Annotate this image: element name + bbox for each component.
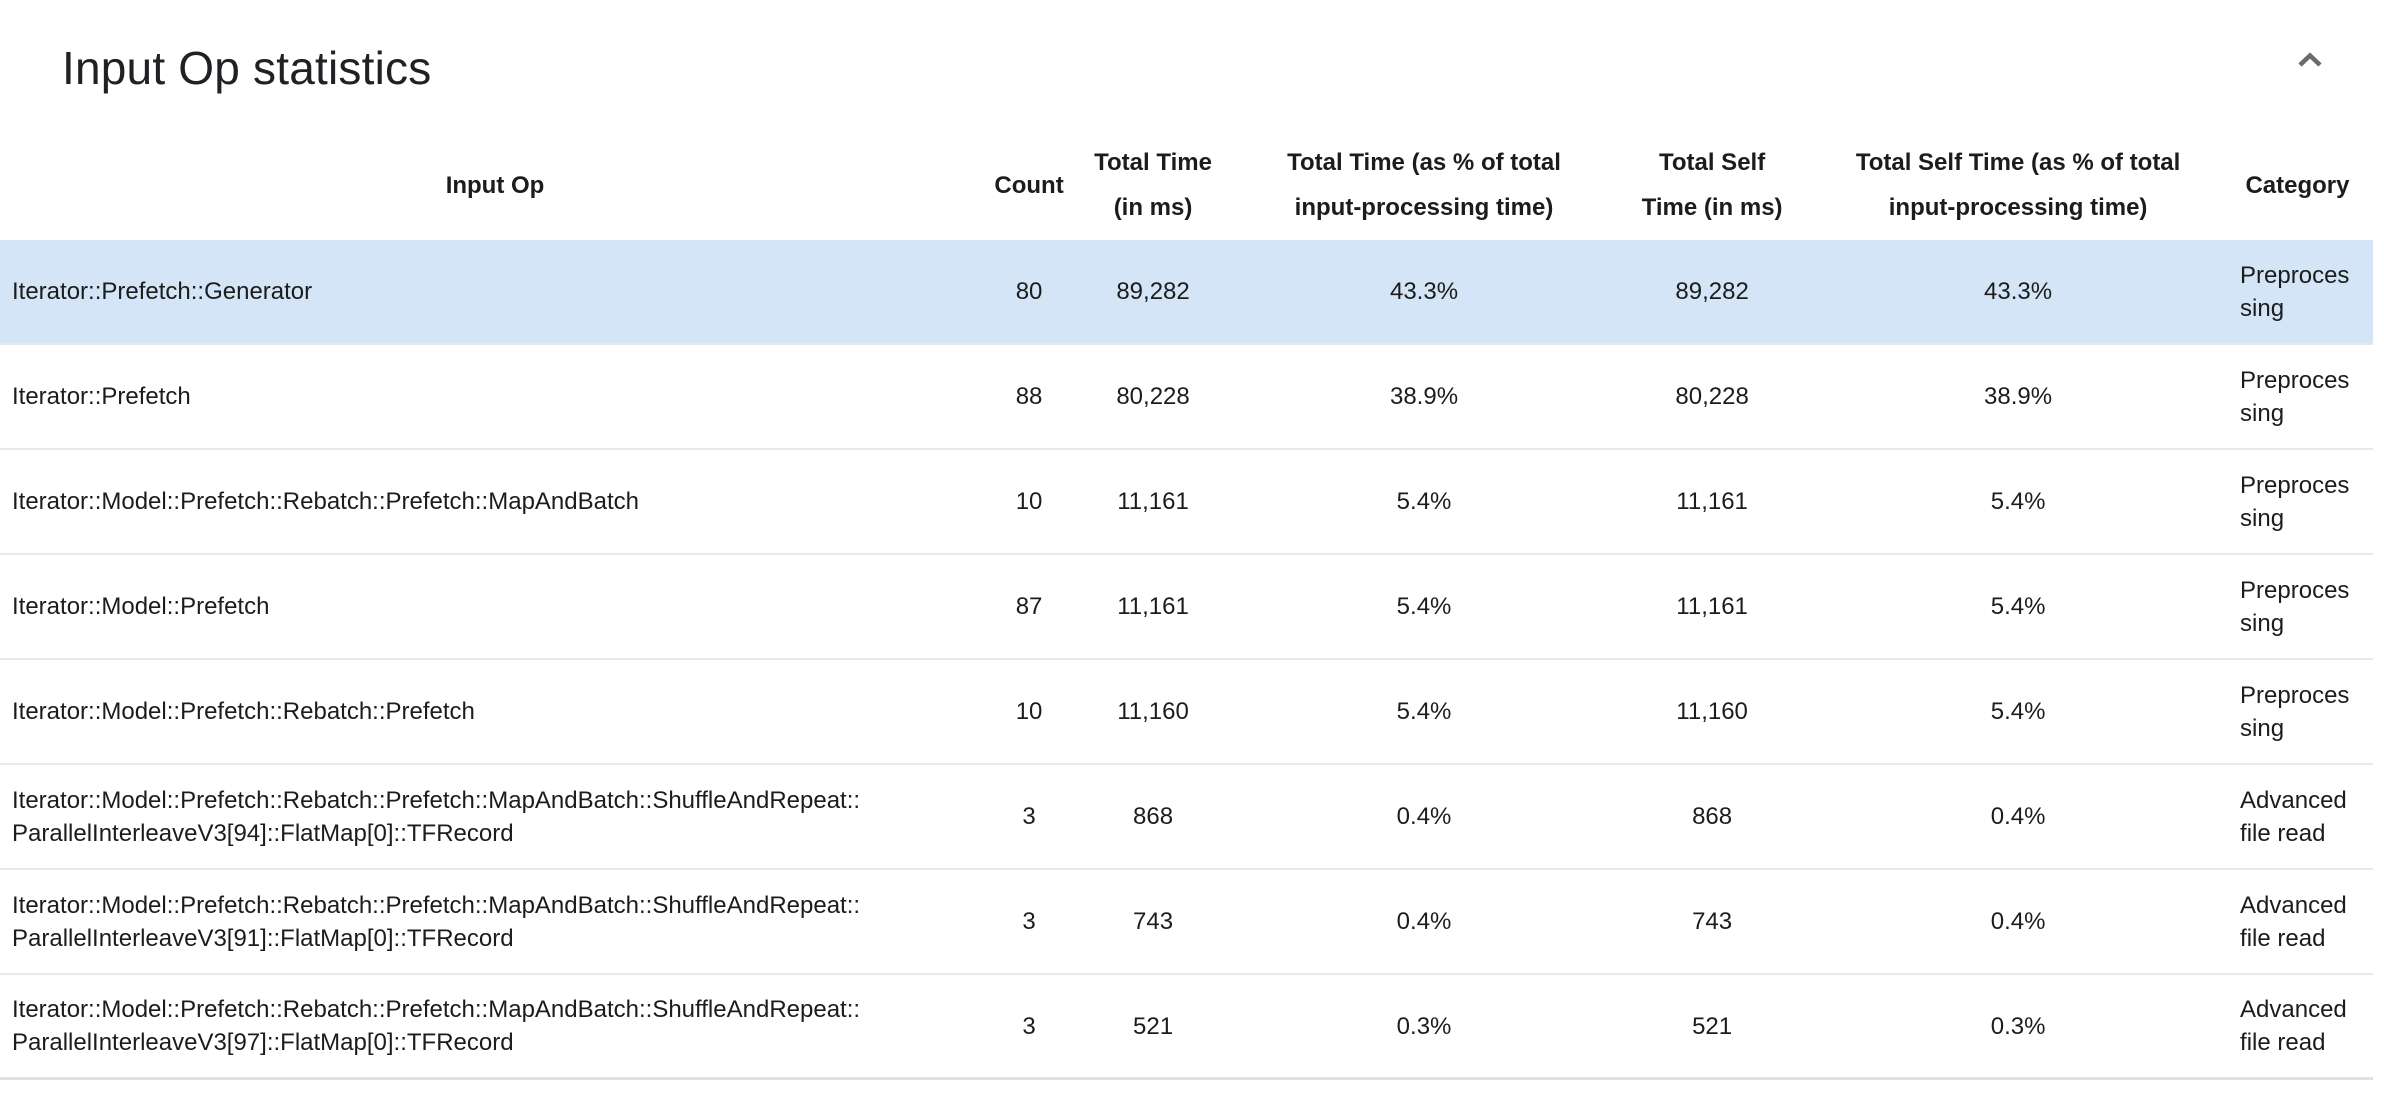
cell-total-time-pct: 43.3% bbox=[1389, 278, 1459, 305]
table-row[interactable]: Iterator::Model::Prefetch::Rebatch::Pref… bbox=[0, 870, 2373, 975]
table-row[interactable]: Iterator::Prefetch::Generator 80 89,282 43.… bbox=[0, 240, 2373, 345]
table-body: Iterator::Prefetch::Generator 80 89,282 43.… bbox=[0, 240, 2373, 1080]
cell-total-time: 868 bbox=[1133, 803, 1174, 830]
cell-total-time: 89,282 bbox=[1116, 278, 1190, 305]
cell-input-op: Iterator::Model::Prefetch bbox=[12, 593, 270, 620]
cell-input-op: Iterator::Model::Prefetch::Rebatch::Pref… bbox=[12, 786, 861, 847]
table-row[interactable]: Iterator::Model::Prefetch 87 11,161 5.4% 11,… bbox=[0, 555, 2373, 660]
cell-total-self-time: 11,160 bbox=[1676, 698, 1748, 725]
column-header-total-time[interactable]: Total Time (in ms) bbox=[1094, 149, 1212, 221]
cell-category: Preprocessing bbox=[2240, 471, 2350, 532]
cell-input-op: Iterator::Model::Prefetch::Rebatch::Pref… bbox=[12, 891, 861, 952]
cell-input-op: Iterator::Prefetch::Generator bbox=[12, 278, 313, 305]
cell-total-self-time-pct: 0.4% bbox=[1990, 803, 2046, 830]
chevron-up-icon bbox=[2297, 52, 2323, 71]
cell-total-time-pct: 0.3% bbox=[1396, 1012, 1452, 1040]
table-row[interactable]: Iterator::Model::Prefetch::Rebatch::Pref… bbox=[0, 765, 2373, 870]
column-header-category[interactable]: Category bbox=[2245, 171, 2350, 199]
cell-total-self-time-pct: 0.3% bbox=[1990, 1012, 2046, 1040]
cell-category: Preprocessing bbox=[2240, 576, 2350, 637]
cell-total-self-time-pct: 43.3% bbox=[1984, 278, 2053, 305]
cell-total-self-time: 521 bbox=[1692, 1012, 1733, 1040]
cell-total-self-time-pct: 5.4% bbox=[1990, 698, 2046, 725]
cell-total-self-time-pct: 0.4% bbox=[1990, 908, 2046, 935]
cell-category: Advanced file read bbox=[2240, 786, 2347, 847]
cell-category: Advanced file read bbox=[2240, 891, 2347, 952]
cell-total-self-time-pct: 5.4% bbox=[1990, 488, 2046, 515]
column-header-count[interactable]: Count bbox=[994, 171, 1064, 199]
cell-total-time: 11,160 bbox=[1117, 698, 1189, 725]
cell-total-time: 743 bbox=[1133, 908, 1174, 935]
cell-total-self-time: 11,161 bbox=[1676, 593, 1748, 620]
cell-count: 3 bbox=[1022, 1012, 1036, 1040]
cell-total-time-pct: 5.4% bbox=[1396, 488, 1452, 515]
cell-total-time: 11,161 bbox=[1117, 593, 1189, 620]
cell-count: 10 bbox=[1015, 698, 1043, 725]
column-header-total-self-time-pct[interactable]: Total Self Time (as % of total input-pro… bbox=[1855, 149, 2181, 221]
cell-count: 10 bbox=[1015, 488, 1043, 515]
table-row[interactable]: Iterator::Prefetch 88 80,228 38.9% 80,228 38.… bbox=[0, 345, 2373, 450]
cell-total-self-time-pct: 5.4% bbox=[1990, 593, 2046, 620]
cell-count: 3 bbox=[1022, 803, 1036, 830]
cell-category: Advanced file read bbox=[2240, 996, 2347, 1056]
column-header-total-self-time[interactable]: Total Self Time (in ms) bbox=[1641, 149, 1783, 221]
collapse-button[interactable] bbox=[2297, 52, 2323, 68]
table-row[interactable]: Iterator::Model::Prefetch::Rebatch::Pref… bbox=[0, 450, 2373, 555]
table-header-row: Input Op Count Total Time (in ms) Total … bbox=[0, 130, 2373, 240]
cell-count: 88 bbox=[1015, 383, 1043, 410]
card-header: Input Op statistics bbox=[0, 42, 2384, 100]
cell-total-time: 521 bbox=[1133, 1012, 1174, 1040]
cell-total-time-pct: 5.4% bbox=[1396, 593, 1452, 620]
table-row[interactable]: Iterator::Model::Prefetch::Rebatch::Pref… bbox=[0, 660, 2373, 765]
cell-count: 80 bbox=[1015, 278, 1043, 305]
cell-total-time-pct: 5.4% bbox=[1396, 698, 1452, 725]
table-row[interactable]: Iterator::Model::Prefetch::Rebatch::Pref… bbox=[0, 975, 2373, 1080]
cell-input-op: Iterator::Model::Prefetch::Rebatch::Pref… bbox=[12, 996, 861, 1056]
cell-category: Preprocessing bbox=[2240, 681, 2350, 742]
cell-total-time: 11,161 bbox=[1117, 488, 1189, 515]
column-header-input-op[interactable]: Input Op bbox=[445, 171, 545, 199]
page-title: Input Op statistics bbox=[62, 42, 432, 94]
cell-total-self-time: 868 bbox=[1692, 803, 1733, 830]
cell-input-op: Iterator::Model::Prefetch::Rebatch::Pref… bbox=[12, 488, 639, 515]
column-header-total-time-pct[interactable]: Total Time (as % of total input-processi… bbox=[1287, 149, 1561, 221]
cell-category: Preprocessing bbox=[2240, 366, 2350, 427]
cell-input-op: Iterator::Prefetch bbox=[12, 383, 191, 410]
cell-count: 3 bbox=[1022, 908, 1036, 935]
cell-count: 87 bbox=[1015, 593, 1043, 620]
cell-total-time-pct: 38.9% bbox=[1389, 383, 1459, 410]
cell-category: Preprocessing bbox=[2240, 261, 2350, 322]
cell-total-time-pct: 0.4% bbox=[1396, 803, 1452, 830]
cell-total-time: 80,228 bbox=[1116, 383, 1190, 410]
cell-total-self-time: 11,161 bbox=[1676, 488, 1748, 515]
cell-input-op: Iterator::Model::Prefetch::Rebatch::Pref… bbox=[12, 698, 475, 725]
cell-total-time-pct: 0.4% bbox=[1396, 908, 1452, 935]
cell-total-self-time-pct: 38.9% bbox=[1984, 383, 2053, 410]
input-op-table: Input Op Count Total Time (in ms) Total … bbox=[0, 130, 2373, 1080]
cell-total-self-time: 80,228 bbox=[1675, 383, 1749, 410]
cell-total-self-time: 743 bbox=[1692, 908, 1733, 935]
cell-total-self-time: 89,282 bbox=[1675, 278, 1749, 305]
